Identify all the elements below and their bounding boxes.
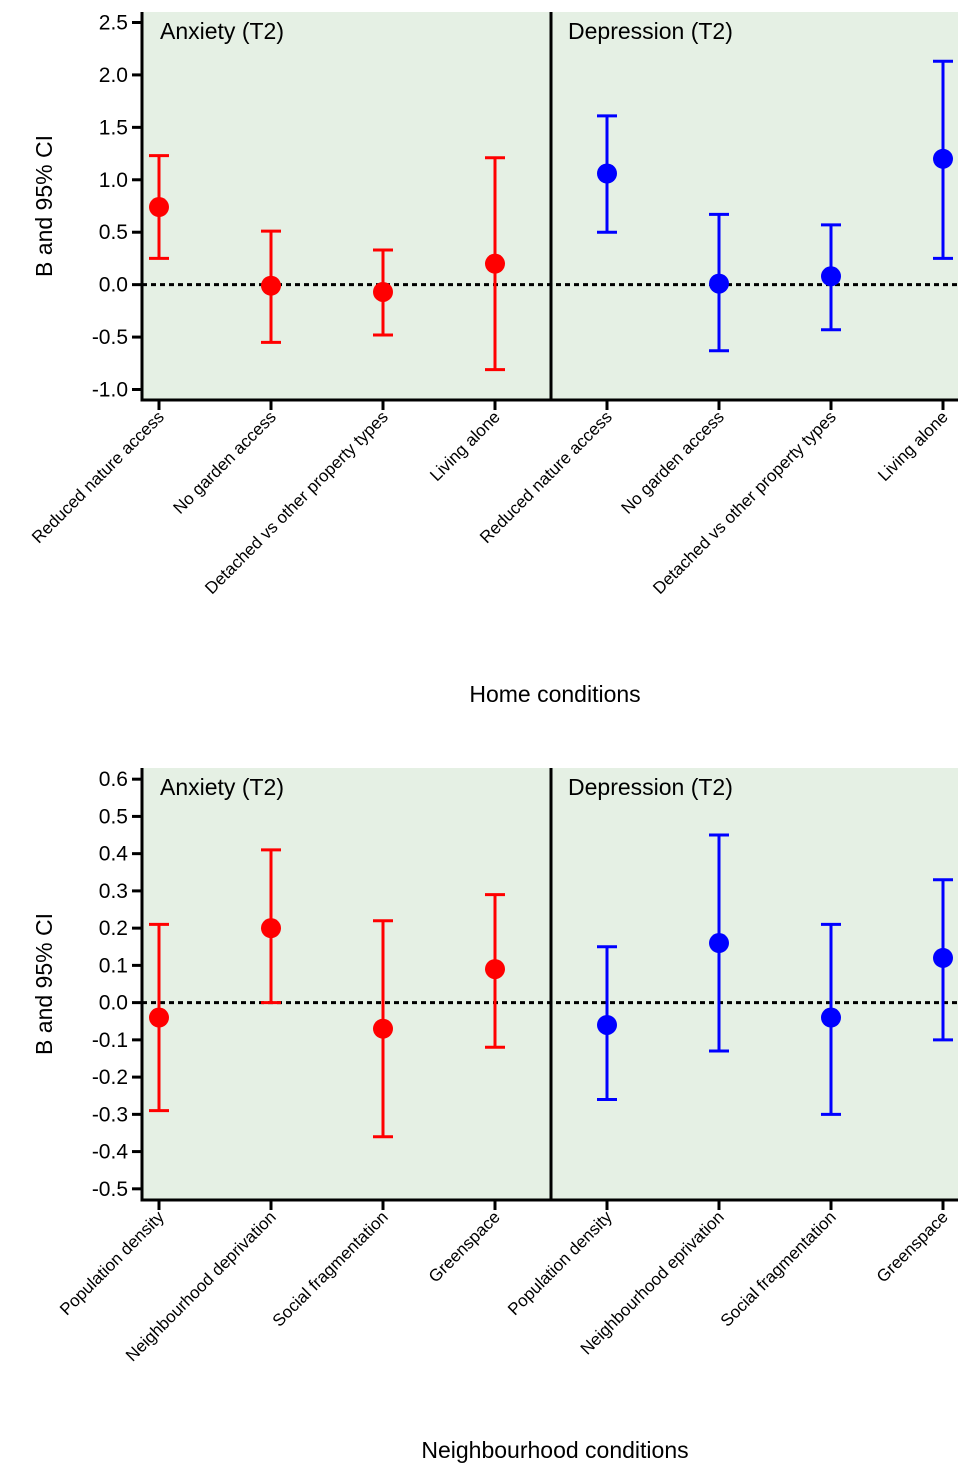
y-tick-label: 1.5 (99, 116, 128, 139)
category-label: Greenspace (425, 1207, 504, 1286)
y-tick-label: -0.5 (92, 326, 128, 349)
y-tick-label: 0.6 (99, 768, 128, 791)
estimate-point (261, 918, 281, 939)
y-tick-label: -0.4 (92, 1141, 129, 1164)
category-label: Greenspace (873, 1207, 952, 1286)
estimate-point (933, 947, 953, 968)
estimate-point (373, 1018, 393, 1039)
category-label: Living alone (426, 407, 504, 485)
estimate-point (485, 253, 505, 274)
estimate-point (709, 933, 729, 954)
y-tick-label: 2.0 (99, 64, 128, 87)
estimate-point (373, 281, 393, 302)
y-tick-label: 2.5 (99, 11, 128, 34)
estimate-point (709, 273, 729, 294)
y-tick-label: 0.1 (99, 954, 128, 977)
category-label: Detached vs other property types (201, 407, 392, 598)
y-axis-title: B and 95% CI (31, 913, 57, 1055)
y-tick-label: -0.3 (92, 1103, 128, 1126)
panel-title: Depression (T2) (568, 774, 733, 800)
y-tick-label: 0.3 (99, 880, 128, 903)
y-tick-label: -1.0 (92, 379, 128, 402)
category-label: No garden access (617, 407, 727, 517)
category-label: No garden access (169, 407, 279, 517)
estimate-point (933, 148, 953, 169)
y-tick-label: -0.2 (92, 1066, 128, 1089)
x-axis-title: Home conditions (469, 681, 640, 707)
y-tick-label: 0.0 (99, 274, 128, 297)
panel-title: Anxiety (T2) (160, 18, 284, 44)
category-label: Detached vs other property types (649, 407, 840, 598)
estimate-point (149, 1007, 169, 1028)
category-label: Social fragmentation (269, 1207, 392, 1330)
category-label: Social fragmentation (717, 1207, 840, 1330)
y-tick-label: -0.1 (92, 1029, 128, 1052)
y-tick-label: 0.2 (99, 917, 128, 940)
y-tick-label: 1.0 (99, 169, 128, 192)
y-tick-label: 0.5 (99, 805, 128, 828)
category-label: Population density (504, 1207, 616, 1319)
estimate-point (597, 1014, 617, 1035)
category-label: Population density (56, 1207, 168, 1319)
y-tick-label: 0.4 (99, 843, 129, 866)
y-tick-label: 0.0 (99, 992, 128, 1015)
estimate-point (261, 275, 281, 296)
estimate-point (821, 1007, 841, 1028)
category-label: Reduced nature access (28, 407, 168, 547)
y-tick-label: -0.5 (92, 1178, 128, 1201)
category-label: Reduced nature access (476, 407, 616, 547)
x-axis-title: Neighbourhood conditions (421, 1437, 688, 1463)
estimate-point (821, 266, 841, 287)
panel-title: Anxiety (T2) (160, 774, 284, 800)
estimate-point (597, 163, 617, 184)
estimate-point (149, 197, 169, 218)
y-axis-title: B and 95% CI (31, 135, 57, 277)
category-label: Living alone (874, 407, 952, 485)
estimate-point (485, 959, 505, 980)
y-tick-label: 0.5 (99, 221, 128, 244)
panel-title: Depression (T2) (568, 18, 733, 44)
